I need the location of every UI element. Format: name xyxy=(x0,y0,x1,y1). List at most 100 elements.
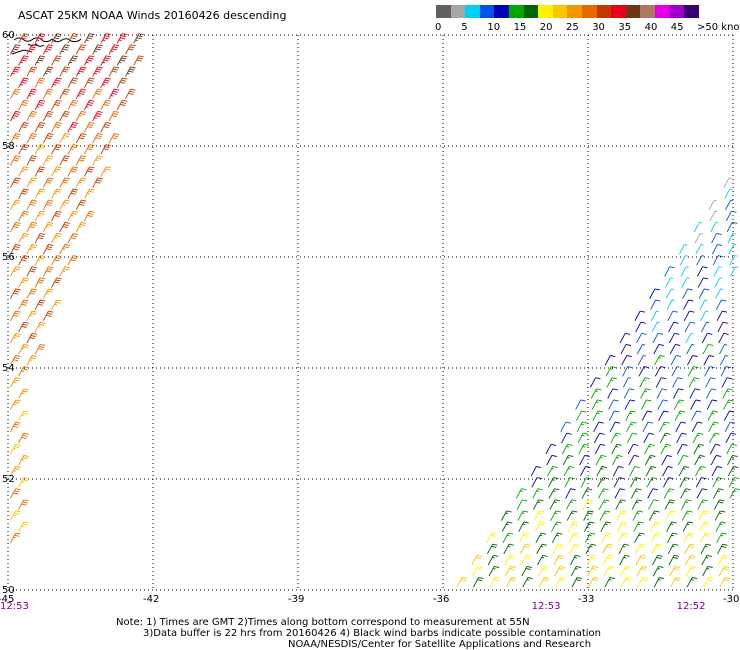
scale-label: 5 xyxy=(461,22,468,33)
wind-barb xyxy=(26,199,37,211)
wind-barb xyxy=(648,499,659,510)
wind-barb xyxy=(612,454,623,466)
wind-barb xyxy=(714,510,726,521)
scale-label: 10 xyxy=(487,22,501,33)
wind-barb xyxy=(51,33,62,44)
wind-barb xyxy=(710,221,719,233)
wind-barb xyxy=(707,410,718,421)
wind-barb xyxy=(18,144,29,155)
wind-barb xyxy=(716,532,727,544)
wind-barb xyxy=(34,144,46,155)
wind-barb xyxy=(612,466,624,477)
wind-barb xyxy=(75,133,87,144)
wind-barb xyxy=(717,321,728,333)
wind-barb xyxy=(696,255,705,266)
wind-barb xyxy=(522,577,533,588)
wind-barb xyxy=(667,310,678,322)
wind-barb xyxy=(67,55,79,66)
scale-label: 25 xyxy=(566,22,579,33)
wind-barb xyxy=(505,565,516,577)
wind-barb xyxy=(686,577,698,588)
wind-barb xyxy=(18,432,29,444)
wind-barb xyxy=(668,554,680,566)
scale-swatch xyxy=(654,5,670,18)
wind-barb xyxy=(719,577,730,588)
wind-barb xyxy=(670,355,682,366)
wind-barb xyxy=(693,443,704,455)
scale-label: 45 xyxy=(670,22,684,33)
wind-barb xyxy=(42,199,54,211)
wind-barb xyxy=(84,55,95,66)
wind-barb xyxy=(597,477,608,488)
wind-barb xyxy=(651,321,660,333)
wind-barb xyxy=(473,577,484,588)
wind-barb xyxy=(715,299,727,310)
wind-barb xyxy=(26,288,37,299)
wind-barb xyxy=(10,44,21,55)
wind-barb xyxy=(604,577,615,588)
wind-barb xyxy=(533,510,545,521)
wind-barb xyxy=(570,565,582,577)
wind-barb xyxy=(663,477,674,488)
wind-barb xyxy=(706,399,718,410)
wind-barb xyxy=(709,432,720,444)
wind-barb xyxy=(18,499,29,510)
wind-barb xyxy=(725,199,734,211)
wind-barb xyxy=(663,488,675,499)
wind-barb xyxy=(668,321,679,333)
wind-barb xyxy=(701,332,713,344)
wind-barb xyxy=(10,88,21,100)
wind-barb xyxy=(125,66,136,77)
wind-barb xyxy=(133,55,144,66)
wind-barb xyxy=(26,244,37,255)
wind-barb xyxy=(681,277,690,288)
wind-barb xyxy=(51,144,62,155)
wind-barb xyxy=(598,488,609,499)
wind-barb xyxy=(708,421,719,433)
coastline-segment xyxy=(27,43,45,47)
wind-barb xyxy=(487,554,499,566)
wind-speed-color-bar xyxy=(436,5,699,18)
wind-barb xyxy=(712,255,724,266)
wind-barb xyxy=(616,521,628,532)
wind-barb xyxy=(75,88,87,100)
wind-barb xyxy=(18,77,29,88)
wind-barb xyxy=(685,332,694,344)
wind-barb xyxy=(576,410,587,421)
wind-barb xyxy=(712,477,723,488)
wind-barb xyxy=(640,388,651,399)
wind-barb xyxy=(548,488,560,499)
wind-barb xyxy=(18,232,29,244)
wind-barb xyxy=(626,421,637,433)
wind-barb xyxy=(701,554,712,566)
latitude-label: 58 xyxy=(2,141,15,152)
scale-swatch xyxy=(479,5,495,18)
wind-barb xyxy=(684,321,696,333)
wind-barb xyxy=(555,577,566,588)
wind-barb xyxy=(682,288,693,299)
wind-barb xyxy=(570,554,581,566)
wind-barb xyxy=(18,188,29,199)
wind-barb xyxy=(636,332,647,344)
wind-barb xyxy=(593,421,604,433)
wind-barb xyxy=(619,332,631,344)
wind-barb xyxy=(713,266,722,277)
wind-barb xyxy=(659,421,670,433)
wind-barb xyxy=(34,321,46,333)
wind-barb xyxy=(59,155,70,166)
wind-barb xyxy=(644,454,656,466)
wind-barb xyxy=(717,543,728,555)
wind-barb xyxy=(116,55,128,66)
wind-barb xyxy=(547,477,559,488)
wind-barb xyxy=(520,554,532,566)
wind-barb xyxy=(26,332,37,344)
wind-barb xyxy=(689,388,700,399)
wind-barb xyxy=(18,321,29,333)
wind-barb xyxy=(594,443,606,455)
wind-barb xyxy=(34,343,46,355)
wind-barb xyxy=(42,110,54,122)
wind-barb xyxy=(605,366,617,377)
wind-barb xyxy=(647,488,658,499)
scale-swatch xyxy=(465,5,480,18)
wind-barb xyxy=(515,488,527,499)
